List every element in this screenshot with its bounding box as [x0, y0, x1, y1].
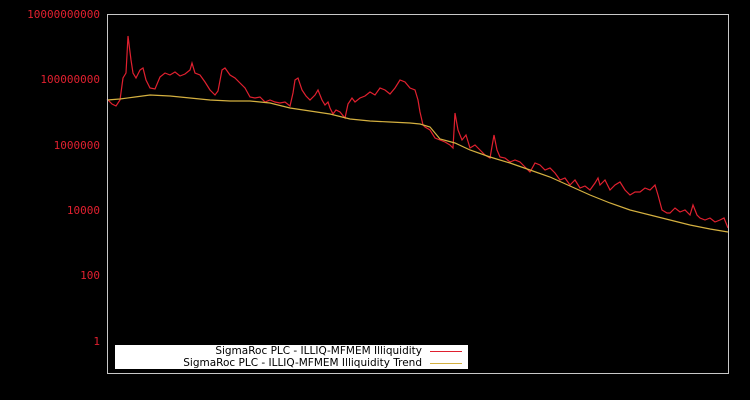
y-tick-label: 10000000000: [27, 8, 100, 21]
legend-swatch-illiquidity: [430, 351, 462, 352]
illiquidity-line: [106, 35, 729, 229]
y-tick-label: 10000: [66, 204, 100, 217]
y-tick-label: 1000000: [53, 139, 100, 152]
y-tick-label: 1: [93, 335, 100, 348]
legend-swatch-trend: [430, 363, 462, 364]
legend-label-trend: SigmaRoc PLC - ILLIQ-MFMEM Illiquidity T…: [183, 357, 422, 369]
plot-frame: [107, 14, 729, 374]
chart-legend: SigmaRoc PLC - ILLIQ-MFMEM Illiquidity S…: [115, 345, 468, 369]
illiquidity-trend-line: [106, 94, 729, 233]
y-tick-label: 100000000: [40, 73, 100, 86]
y-tick-label: 100: [80, 269, 100, 282]
legend-label-illiquidity: SigmaRoc PLC - ILLIQ-MFMEM Illiquidity: [215, 345, 422, 357]
